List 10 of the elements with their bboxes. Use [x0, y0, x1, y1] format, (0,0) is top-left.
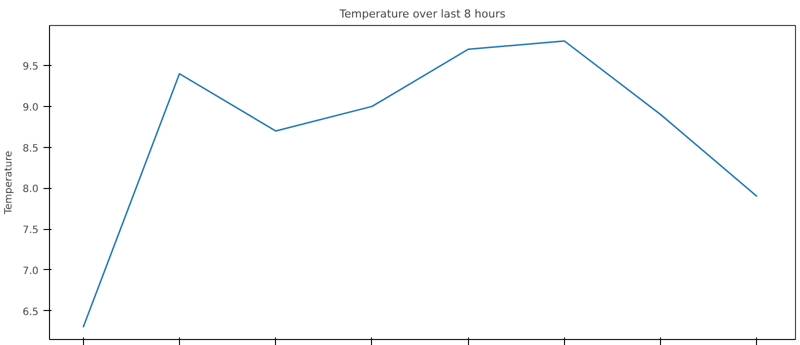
y-tick-label: 9.5 — [22, 62, 39, 73]
y-tick-label: 6.5 — [22, 306, 39, 318]
line-series — [82, 40, 758, 328]
y-tick-label: 8.0 — [22, 184, 39, 196]
y-tick-label: 7.0 — [22, 266, 39, 277]
chart-title: Temperature over last 8 hours — [338, 8, 506, 20]
y-tick-label: 7.5 — [22, 225, 39, 236]
y-axis-title: Temperature — [4, 150, 15, 216]
y-tick-label: 9.0 — [22, 102, 39, 114]
y-tick-label: 8.5 — [22, 143, 39, 154]
